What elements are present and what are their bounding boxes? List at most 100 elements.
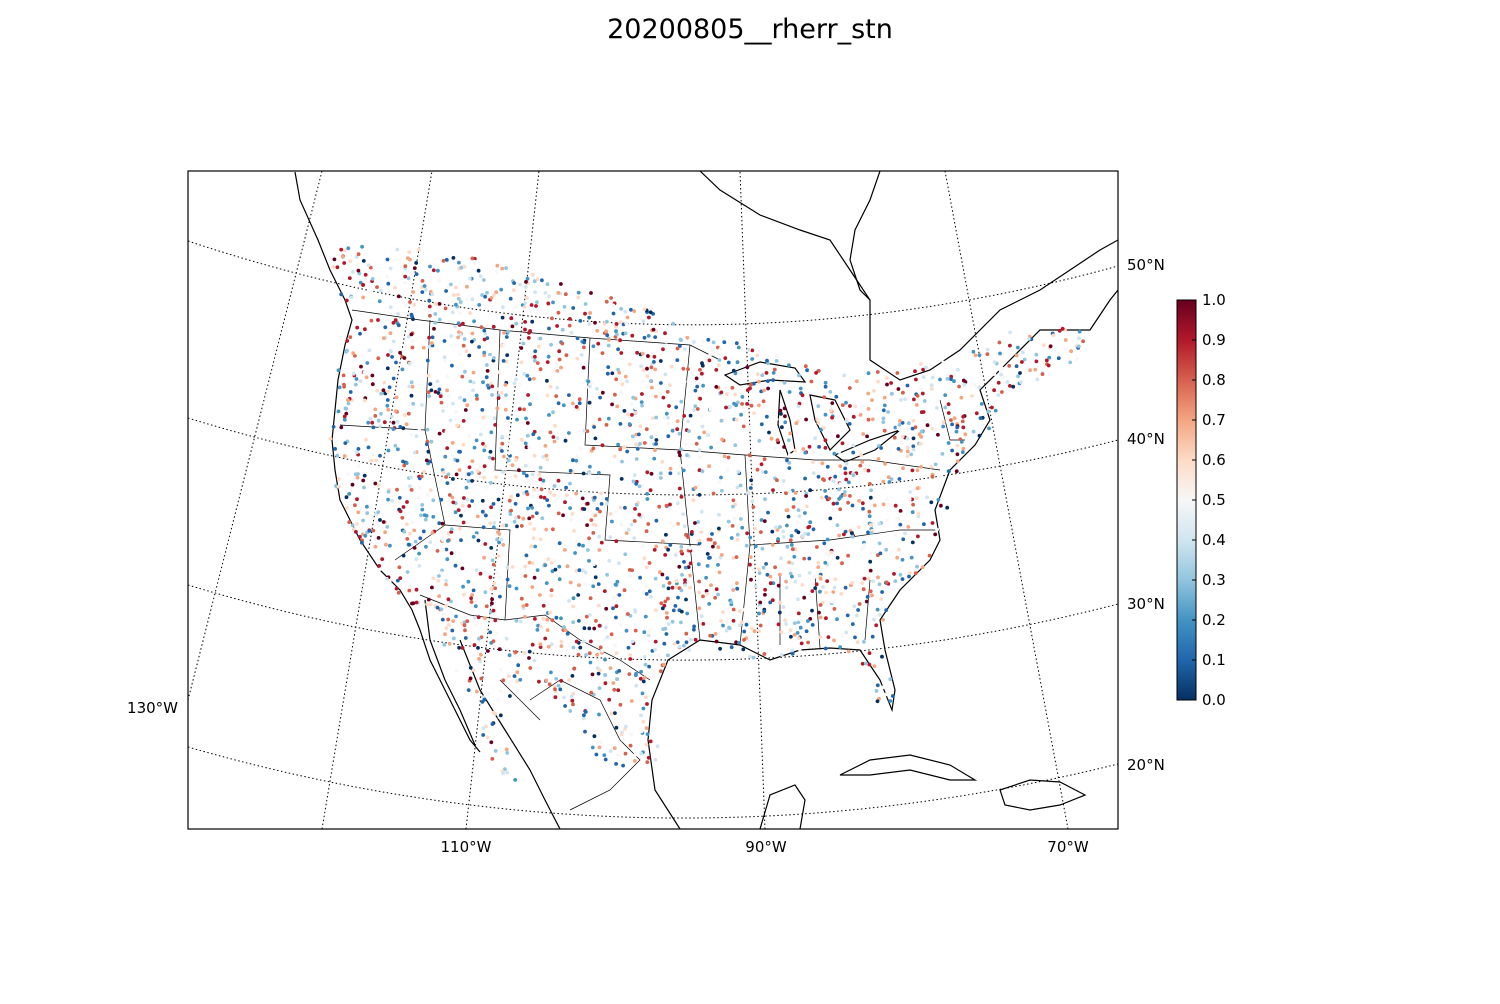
station-point [445,374,450,379]
station-point [541,478,546,483]
station-point [377,567,382,572]
station-point [678,463,683,468]
station-point [428,313,432,318]
station-point [407,484,412,488]
station-point [762,457,767,462]
station-point [483,590,488,595]
station-point [702,430,707,435]
station-point [749,403,754,408]
station-point [877,541,882,546]
station-point [626,645,631,650]
station-point [489,740,494,745]
station-point [406,411,411,416]
station-point [719,619,723,623]
station-point [658,438,663,443]
station-point [645,470,650,475]
station-point [829,408,833,413]
station-point [747,427,752,432]
station-point [615,677,619,681]
station-point [697,606,702,611]
station-point [954,469,959,474]
station-point [521,516,526,521]
station-point [688,546,692,551]
station-point [710,348,715,353]
station-point [718,555,723,560]
station-point [591,531,596,535]
station-point [903,397,907,401]
station-point [803,476,807,481]
station-point [911,436,916,441]
station-point [629,699,634,703]
station-point [484,724,488,729]
station-point [527,656,531,660]
station-point [646,633,651,638]
station-point [444,289,448,293]
station-point [868,482,872,486]
station-point [454,472,459,477]
station-point [666,434,671,439]
station-point [863,467,867,472]
station-point [895,371,900,375]
station-point [645,374,650,379]
station-point [664,611,669,615]
station-point [869,531,874,536]
station-point [885,382,889,387]
station-point [569,517,573,522]
station-point [455,423,460,428]
station-point [632,536,637,540]
station-point [779,653,784,657]
station-point [626,612,630,616]
station-point [1035,377,1040,382]
station-point [404,303,408,308]
station-point [731,556,736,561]
station-point [535,568,540,572]
station-point [647,589,652,594]
station-point [717,570,722,575]
station-point [339,425,344,430]
station-point [485,692,490,697]
station-point [476,646,480,650]
station-point [530,494,535,499]
station-point [955,425,960,430]
station-point [637,512,642,517]
station-point [571,691,576,696]
station-point [830,415,834,420]
station-point [491,710,496,715]
station-point [832,607,837,611]
station-point [603,681,608,686]
station-point [722,340,727,345]
station-point [675,346,680,351]
station-point [445,481,450,485]
station-point [798,625,803,630]
station-point [534,304,538,308]
station-point [640,392,644,396]
station-point [898,522,903,527]
station-point [500,315,505,320]
station-point [618,447,623,452]
station-point [697,468,702,473]
station-point [643,614,648,619]
station-point [450,441,455,445]
station-point [407,588,412,593]
station-point [405,522,409,527]
station-point [440,521,445,526]
station-point [444,603,449,608]
station-point [1033,367,1038,372]
station-point [701,594,705,599]
station-point [687,429,691,433]
station-point [444,475,448,479]
station-point [428,382,433,386]
station-point [398,576,403,580]
station-point [405,570,410,574]
station-point [339,292,344,297]
station-point [342,454,347,458]
station-point [444,626,449,630]
station-point [764,562,768,566]
station-point [577,619,581,623]
station-point [813,436,818,441]
station-point [715,441,720,445]
station-point [654,544,659,549]
station-point [588,613,592,617]
station-point [476,615,481,620]
station-point [446,284,450,289]
